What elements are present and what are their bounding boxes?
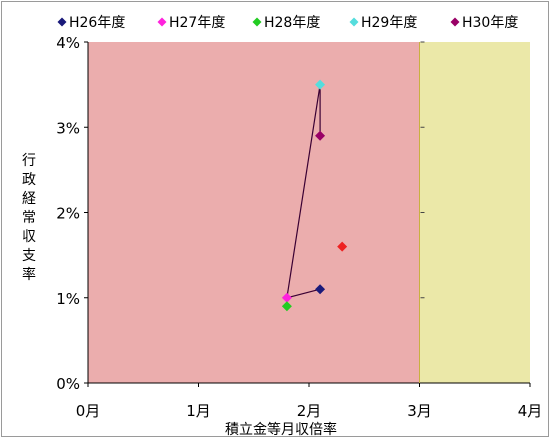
data-points bbox=[281, 79, 348, 312]
legend-label: H26年度 bbox=[69, 15, 125, 31]
legend-label: H30年度 bbox=[462, 15, 518, 31]
x-tick-label: 4月 bbox=[518, 402, 543, 420]
background-regions bbox=[88, 42, 530, 383]
y-tick-label: 1% bbox=[56, 290, 80, 308]
y-axis-title-char: 行 bbox=[22, 153, 36, 169]
connector-line bbox=[286, 84, 321, 299]
legend-marker bbox=[450, 17, 460, 27]
y-tick-label: 2% bbox=[56, 205, 80, 223]
legend-item: H28年度 bbox=[252, 15, 320, 31]
legend-marker bbox=[157, 17, 167, 27]
legend-item: H29年度 bbox=[349, 15, 417, 31]
extra-point-0 bbox=[337, 241, 348, 252]
legend-marker bbox=[57, 17, 67, 27]
connector-line-group bbox=[286, 84, 321, 299]
legend-marker bbox=[252, 17, 262, 27]
x-tick-label: 0月 bbox=[76, 402, 101, 420]
y-tick-labels: 0% 1% 2% 3% 4% bbox=[56, 34, 88, 393]
region-1 bbox=[419, 42, 530, 383]
x-tick-labels: 0月 1月 2月 3月 4月 bbox=[76, 383, 543, 420]
legend-item: H27年度 bbox=[157, 15, 225, 31]
legend-label: H29年度 bbox=[361, 15, 417, 31]
y-tick-label: 3% bbox=[56, 119, 80, 137]
x-tick-label: 1月 bbox=[186, 402, 211, 420]
point-H30年度 bbox=[315, 130, 326, 141]
region-0 bbox=[88, 42, 420, 383]
point-H26年度 bbox=[315, 284, 326, 295]
y-tick-label: 0% bbox=[56, 375, 80, 393]
y-axis-title-char: 支 bbox=[22, 248, 36, 264]
y-axis-title-char: 収 bbox=[22, 229, 36, 245]
x-tick-label: 3月 bbox=[407, 402, 432, 420]
y-axis-title-char: 経 bbox=[22, 191, 36, 207]
legend-item: H30年度 bbox=[450, 15, 518, 31]
y-axis-title-char: 率 bbox=[22, 266, 36, 283]
y-axis-title-char: 政 bbox=[22, 172, 36, 188]
x-axis-title: 積立金等月収倍率 bbox=[225, 421, 337, 438]
y-axis-title-char: 常 bbox=[22, 210, 36, 226]
legend-item: H26年度 bbox=[57, 15, 125, 31]
legend: H26年度 H27年度 H28年度 H29年度 H30年度 bbox=[57, 15, 518, 31]
y-tick-label: 4% bbox=[56, 34, 80, 52]
legend-label: H27年度 bbox=[169, 15, 225, 31]
legend-marker bbox=[349, 17, 359, 27]
point-H29年度 bbox=[315, 79, 326, 90]
legend-label: H28年度 bbox=[264, 15, 320, 31]
point-H28年度 bbox=[281, 301, 292, 312]
point-H27年度 bbox=[281, 292, 292, 303]
x-tick-label: 2月 bbox=[297, 402, 322, 420]
